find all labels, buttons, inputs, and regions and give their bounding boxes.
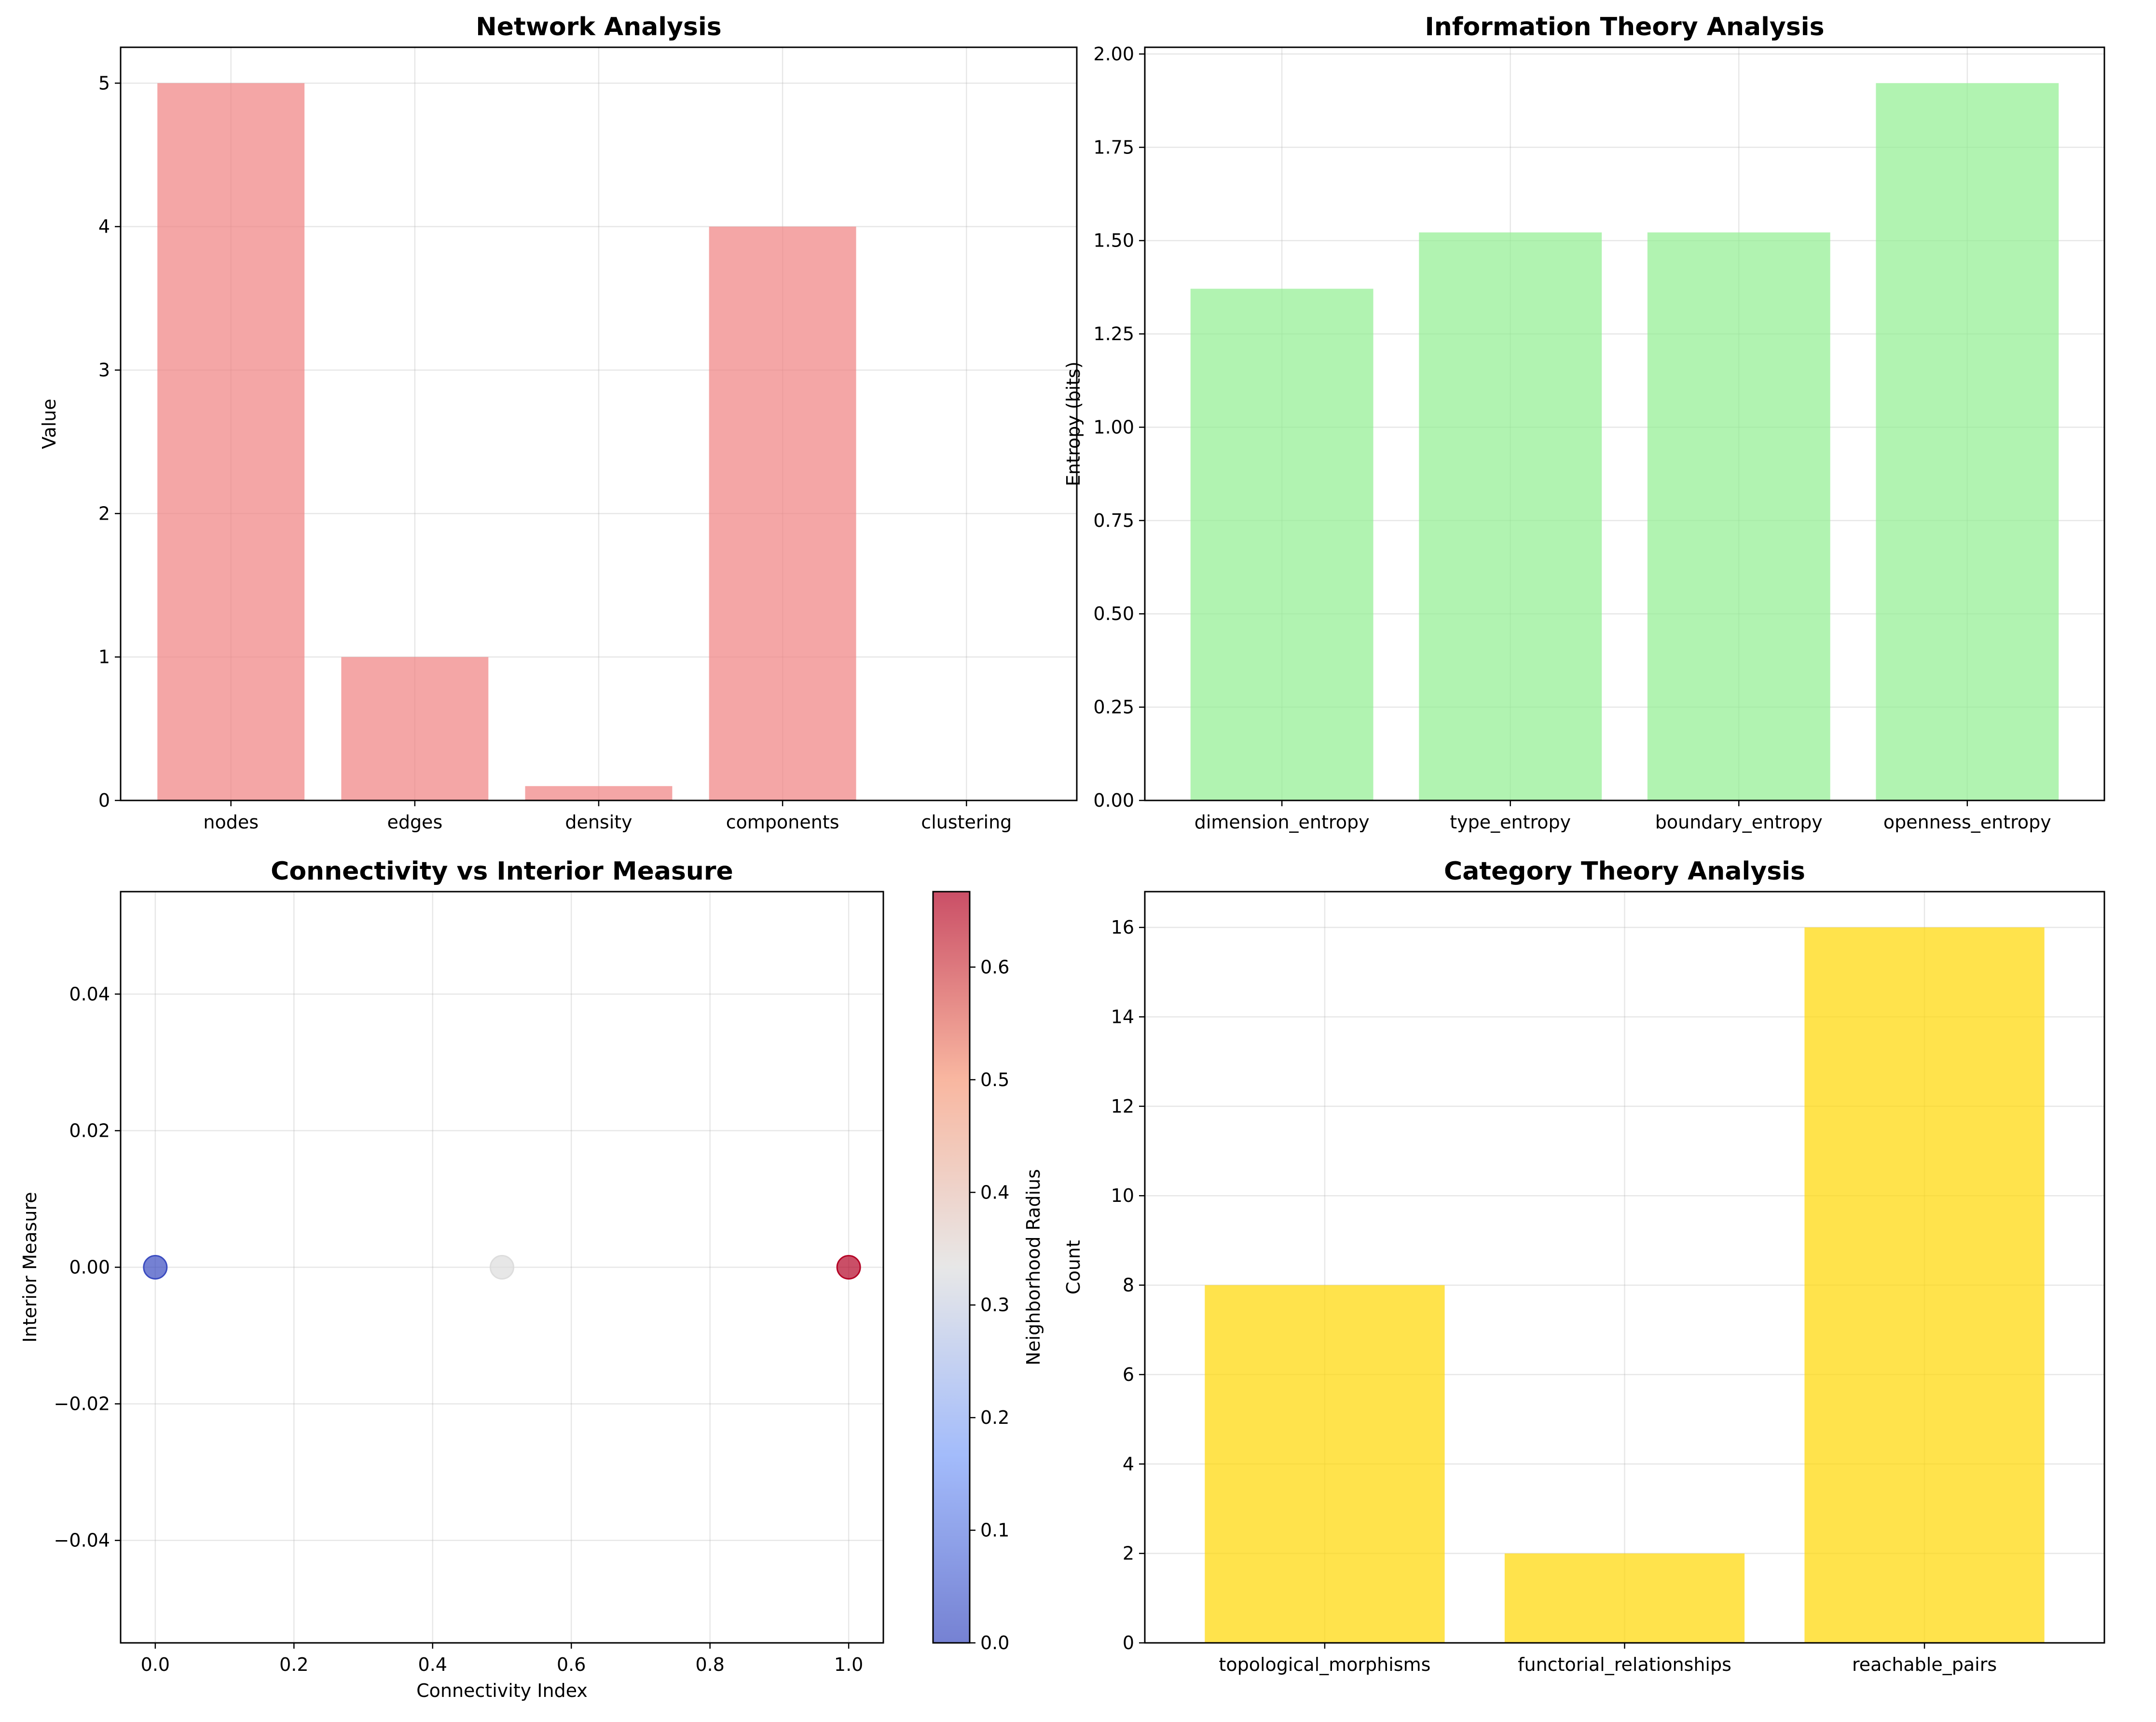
bar-density <box>525 786 673 800</box>
y-tick-label: 0.75 <box>1093 510 1134 531</box>
x-tick-label: type_entropy <box>1450 812 1571 833</box>
chart-title: Network Analysis <box>476 13 722 41</box>
y-tick-label: 1.25 <box>1093 323 1134 344</box>
y-tick-label: 10 <box>1111 1185 1134 1206</box>
y-tick-label: −0.04 <box>54 1530 110 1551</box>
y-tick-label: 4 <box>98 216 110 237</box>
chart-connectivity: −0.04 −0.02 0.00 0.02 0.04 0.0 0.2 0.4 0.6 0.8 1.0… <box>19 857 884 1701</box>
x-tick-label: 0.2 <box>279 1654 308 1675</box>
y-tick-label: 0 <box>1123 1632 1134 1653</box>
chart-title: Category Theory Analysis <box>1444 857 1805 886</box>
y-axis-label: Entropy (bits) <box>1063 361 1084 486</box>
y-axis-label: Interior Measure <box>19 1192 41 1342</box>
chart-category: 0 2 4 6 8 10 12 14 16 topological_morphisms functo… <box>1063 857 2105 1675</box>
y-tick-label: 1 <box>98 647 110 668</box>
y-tick-label: 0.02 <box>69 1120 110 1141</box>
y-tick-label: 0.50 <box>1093 603 1134 624</box>
x-axis-label: Connectivity Index <box>416 1680 588 1701</box>
y-tick-label: 0.04 <box>69 983 110 1005</box>
y-tick-label: 1.50 <box>1093 230 1134 251</box>
chart-title: Connectivity vs Interior Measure <box>271 857 733 886</box>
bar-openness_entropy <box>1876 83 2059 801</box>
colorbar-tick-label: 0.6 <box>980 956 1009 978</box>
y-tick-label: 12 <box>1111 1096 1134 1117</box>
y-tick-label: 0.00 <box>69 1257 110 1278</box>
colorbar-frame <box>932 891 971 1644</box>
x-tick-label: components <box>726 812 839 833</box>
x-tick-label: 0.8 <box>695 1654 724 1675</box>
x-tick-label: topological_morphisms <box>1219 1654 1430 1675</box>
y-tick-label: 1.75 <box>1093 137 1134 158</box>
y-tick-label: 2.00 <box>1093 43 1134 65</box>
bar-type_entropy <box>1419 232 1602 800</box>
y-tick-label: 0 <box>98 790 110 811</box>
y-tick-label: 0.25 <box>1093 697 1134 718</box>
x-tick-label: 0.4 <box>418 1654 447 1675</box>
colorbar-label: Neighborhood Radius <box>1023 1169 1044 1365</box>
colorbar-tick-label: 0.1 <box>980 1520 1009 1541</box>
scatter-point <box>143 1255 168 1280</box>
plot-frame <box>1144 891 2105 1644</box>
x-tick-label: boundary_entropy <box>1655 812 1823 833</box>
y-tick-label: 3 <box>98 359 110 381</box>
y-axis-label: Value <box>39 399 60 449</box>
y-tick-label: 16 <box>1111 917 1134 938</box>
bar-boundary_entropy <box>1647 232 1830 800</box>
colorbar-tick-label: 0.5 <box>980 1069 1009 1090</box>
y-tick-label: −0.02 <box>54 1393 110 1415</box>
plot-frame <box>1144 46 2105 801</box>
bar-edges <box>341 657 489 800</box>
chart-information: 0.00 0.25 0.50 0.75 1.00 1.25 1.50 1.75 2.00 dime… <box>1063 13 2105 833</box>
chart-network: 0 1 2 3 4 5 nodes edges density components cluster… <box>39 13 1078 833</box>
y-tick-label: 0.00 <box>1093 790 1134 811</box>
bar-functorial_relationships <box>1504 1553 1745 1643</box>
x-tick-label: 1.0 <box>834 1654 863 1675</box>
y-tick-label: 6 <box>1123 1364 1134 1385</box>
x-tick-label: dimension_entropy <box>1195 812 1370 833</box>
bar-topological_morphisms <box>1205 1285 1445 1643</box>
y-tick-label: 5 <box>98 72 110 94</box>
colorbar-gradient <box>933 892 970 1643</box>
x-tick-label: openness_entropy <box>1883 812 2051 833</box>
bar-components <box>709 226 856 801</box>
x-tick-label: functorial_relationships <box>1518 1654 1731 1675</box>
bar-reachable_pairs <box>1804 927 2045 1643</box>
plot-frame <box>120 891 884 1644</box>
y-axis-label: Count <box>1063 1240 1084 1295</box>
colorbar-tick-label: 0.4 <box>980 1182 1009 1203</box>
plot-frame <box>120 46 1078 801</box>
x-tick-label: 0.6 <box>557 1654 586 1675</box>
x-tick-label: edges <box>387 812 442 833</box>
x-tick-label: clustering <box>921 812 1012 833</box>
scatter-point <box>836 1255 861 1280</box>
bar-dimension_entropy <box>1190 289 1373 800</box>
scatter-point <box>490 1255 514 1280</box>
colorbar-tick-label: 0.0 <box>980 1632 1009 1653</box>
colorbar: 0.0 0.1 0.2 0.3 0.4 0.5 0.6 Neighborhood Radius <box>932 891 1044 1653</box>
x-tick-label: density <box>565 812 632 833</box>
bar-nodes <box>157 83 305 800</box>
x-tick-label: 0.0 <box>141 1654 170 1675</box>
y-tick-label: 14 <box>1111 1006 1134 1028</box>
x-tick-label: reachable_pairs <box>1852 1654 1997 1675</box>
chart-title: Information Theory Analysis <box>1425 13 1824 41</box>
y-tick-label: 8 <box>1123 1275 1134 1296</box>
y-tick-label: 4 <box>1123 1453 1134 1474</box>
x-tick-label: nodes <box>203 812 259 833</box>
y-tick-label: 2 <box>98 503 110 524</box>
colorbar-tick-label: 0.3 <box>980 1295 1009 1316</box>
y-tick-label: 2 <box>1123 1543 1134 1564</box>
colorbar-tick-label: 0.2 <box>980 1407 1009 1428</box>
y-tick-label: 1.00 <box>1093 416 1134 438</box>
